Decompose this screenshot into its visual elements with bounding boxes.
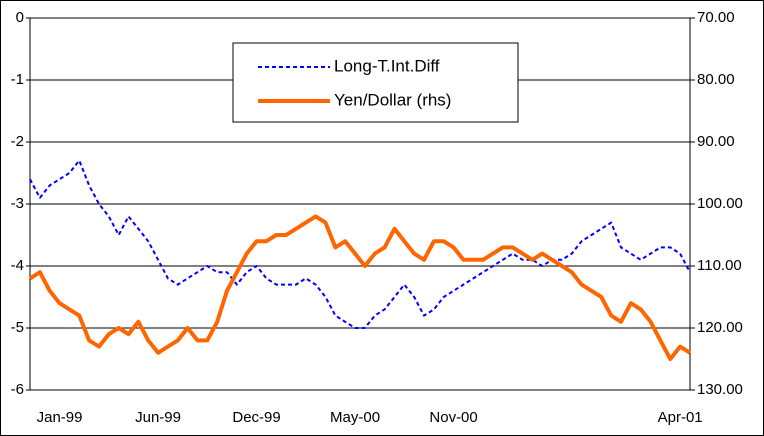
legend-label: Long-T.Int.Diff: [334, 56, 440, 75]
x-tick-label: Jun-99: [135, 409, 181, 426]
y2-tick-label: 110.00: [697, 257, 742, 274]
y-tick-label: -4: [11, 257, 24, 274]
y2-tick-label: 120.00: [697, 319, 743, 336]
x-tick-label: Jan-99: [37, 409, 83, 426]
legend-label: Yen/Dollar (rhs): [334, 90, 451, 109]
legend-box: [232, 42, 519, 123]
y-tick-label: -6: [11, 381, 24, 398]
y2-tick-label: 90.00: [697, 133, 735, 150]
y2-tick-label: 70.00: [697, 9, 735, 26]
series-line: [28, 214, 692, 361]
y-tick-label: -5: [11, 319, 24, 336]
y-tick-label: 0: [16, 9, 24, 26]
y-tick-label: -3: [11, 195, 24, 212]
x-tick-label: May-00: [330, 409, 380, 426]
y-tick-label: -1: [11, 71, 24, 88]
x-tick-label: Apr-01: [658, 409, 703, 426]
series-line: [29, 159, 691, 329]
y2-tick-label: 80.00: [697, 71, 735, 88]
x-tick-label: Dec-99: [232, 409, 280, 426]
y2-tick-label: 100.00: [697, 195, 743, 212]
y2-tick-label: 130.00: [697, 381, 743, 398]
x-tick-label: Nov-00: [429, 409, 477, 426]
y-tick-label: -2: [11, 133, 24, 150]
plot-border: [29, 17, 691, 391]
